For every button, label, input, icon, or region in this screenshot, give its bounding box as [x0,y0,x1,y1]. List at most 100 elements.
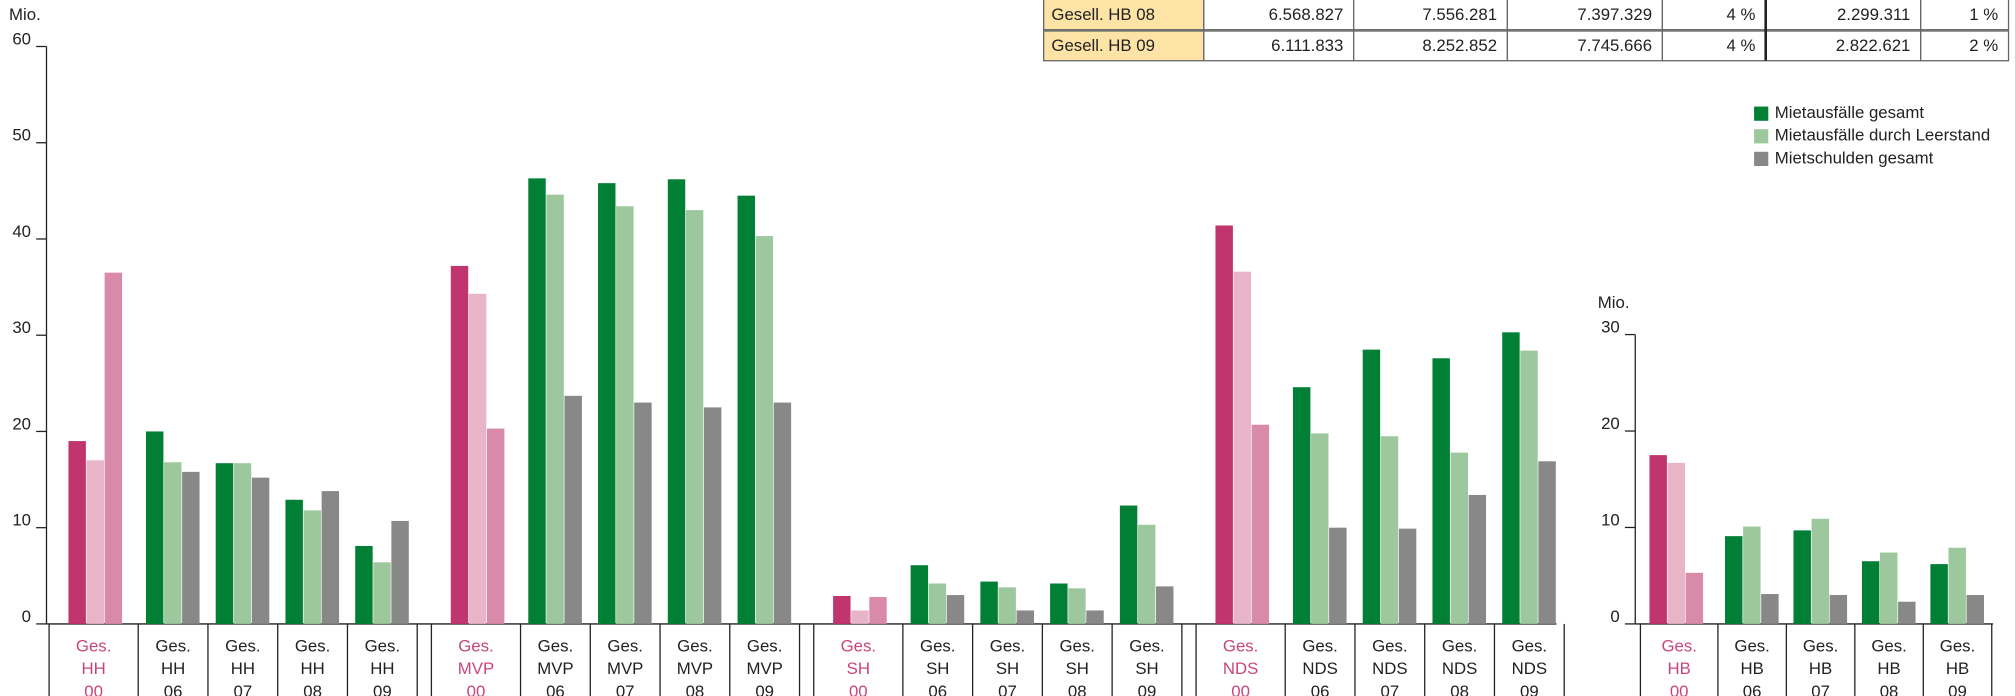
x-tick-label: 00 [84,682,103,696]
table-cell [1661,0,1767,31]
bar [755,236,774,624]
legend-swatch [1754,151,1769,166]
x-tick-label: 08 [1880,682,1899,696]
legend-swatch [1754,129,1769,144]
bar [1016,610,1034,624]
bar [946,595,965,624]
y-tick-label: 20 [12,414,31,433]
table-text: 8.252.852 [1422,36,1497,55]
y-tick-label: 10 [1601,510,1620,529]
x-tick-label: NDS [1372,659,1407,678]
x-tick-label: NDS [1442,659,1477,678]
x-tick-label: Ges. [1734,637,1769,656]
bar [164,462,182,624]
table-text: Gesell. HB 08 [1051,5,1155,24]
table-cell [1661,30,1767,62]
x-tick-label: Ges. [1060,637,1095,656]
bar [1649,455,1667,624]
bar [391,520,409,624]
bar [1050,583,1068,624]
legend-label: Mietausfälle durch Leerstand [1775,126,1990,145]
x-tick-label: 09 [755,682,774,696]
bar [1292,387,1311,624]
bar [1068,588,1086,624]
bar [1450,452,1468,624]
x-tick-label: 06 [164,682,183,696]
x-tick-label: HB [1946,659,1969,678]
x-tick-label: 09 [373,682,392,696]
table-cell [1353,0,1509,31]
bar [1468,494,1487,624]
table-text: 2.299.311 [1837,5,1910,24]
table-cell [1920,0,2010,31]
bar [773,402,792,624]
bar [1966,594,1984,624]
bar [233,463,252,624]
table-cell [1043,0,1205,31]
table-text: 6.111.833 [1271,36,1343,55]
x-tick-label: HH [231,659,255,678]
x-tick-label: HB [1877,659,1900,678]
x-tick-label: NDS [1223,659,1258,678]
bar [546,194,564,624]
x-tick-label: HB [1809,659,1832,678]
bar [1215,225,1233,624]
x-tick-label: 07 [233,682,252,696]
bar [450,265,469,624]
y-tick-label: 30 [12,318,31,337]
x-tick-label: Ges. [1512,637,1547,656]
table-text: 7.397.329 [1577,5,1652,24]
x-tick-label: MVP [537,659,573,678]
table-text: 4 % [1726,5,1755,24]
bar [703,407,722,624]
bar [373,562,391,624]
table-cell [1920,30,2010,62]
bar [1667,462,1685,624]
x-tick-label: Ges. [225,637,260,656]
x-tick-label: Ges. [920,637,955,656]
bar [998,587,1016,624]
bar [86,460,104,624]
x-tick-label: Ges. [607,637,642,656]
x-tick-label: Ges. [1442,637,1477,656]
x-tick-label: 06 [1743,682,1762,696]
x-tick-label: HH [300,659,324,678]
bar [1432,358,1450,624]
x-tick-label: HB [1668,659,1691,678]
x-tick-label: 00 [467,682,486,696]
bar [285,499,303,624]
bar [1398,528,1417,624]
table-text: 4 % [1726,36,1755,55]
x-tick-label: Ges. [1129,637,1164,656]
x-tick-label: 09 [1520,682,1539,696]
legend-swatch [1754,106,1769,121]
bar [1811,518,1829,624]
x-tick-label: Ges. [155,637,190,656]
table-text: 7.556.281 [1422,5,1497,24]
x-tick-label: HH [82,659,106,678]
bar [251,477,270,624]
x-tick-label: MVP [677,659,713,678]
x-tick-label: 08 [1450,682,1469,696]
table-cell [1043,30,1205,62]
x-tick-label: 08 [686,682,705,696]
x-tick-label: SH [926,659,949,678]
x-tick-label: 00 [849,682,868,696]
table-text: Gesell. HB 09 [1051,36,1155,55]
bar [1086,610,1104,624]
x-tick-label: Ges. [1940,637,1975,656]
x-tick-label: Ges. [76,637,111,656]
bar [928,583,947,624]
x-tick-label: SH [1135,659,1158,678]
x-tick-label: Ges. [295,637,330,656]
x-tick-label: NDS [1512,659,1547,678]
table-text: 7.745.666 [1577,36,1652,55]
x-tick-label: 06 [1311,682,1330,696]
bar [303,510,321,624]
bar [1137,524,1156,624]
table-cell [1353,30,1509,62]
x-tick-label: HH [370,659,394,678]
x-tick-label: Ges. [1661,637,1696,656]
